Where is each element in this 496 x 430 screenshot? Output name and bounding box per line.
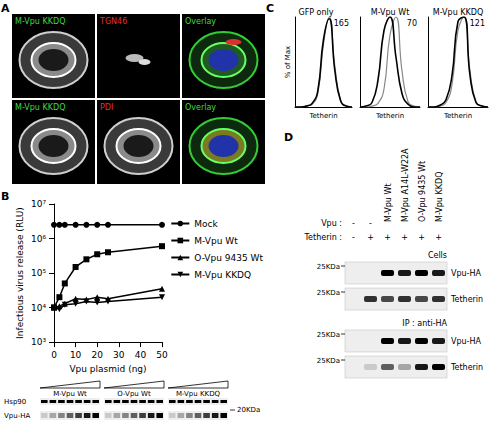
svg-text:IP : anti-HA: IP : anti-HA xyxy=(402,319,447,328)
svg-text:O-Vpu 9435 Wt: O-Vpu 9435 Wt xyxy=(418,161,427,222)
svg-text:10⁴: 10⁴ xyxy=(31,303,46,313)
svg-text:40: 40 xyxy=(135,350,147,360)
svg-text:Mock: Mock xyxy=(194,219,218,229)
svg-text:Vpu plasmid (ng): Vpu plasmid (ng) xyxy=(69,364,146,374)
svg-text:D: D xyxy=(284,131,293,144)
svg-text:A: A xyxy=(1,2,10,15)
svg-text:Tetherin: Tetherin xyxy=(450,363,483,372)
svg-text:10⁶: 10⁶ xyxy=(31,234,46,244)
svg-text:Tetherin: Tetherin xyxy=(450,295,483,304)
svg-text:B: B xyxy=(1,190,9,203)
svg-text:Tetherin: Tetherin xyxy=(308,112,337,120)
svg-text:Tetherin :: Tetherin : xyxy=(304,233,342,242)
svg-text:25KDa: 25KDa xyxy=(317,289,340,297)
svg-text:M-Vpu KKDQ: M-Vpu KKDQ xyxy=(15,103,65,112)
svg-text:TGN46: TGN46 xyxy=(99,17,127,26)
svg-text:10: 10 xyxy=(70,350,82,360)
svg-text:+: + xyxy=(384,233,391,242)
svg-text:+: + xyxy=(435,233,442,242)
svg-text:Vpu-HA: Vpu-HA xyxy=(4,412,30,420)
svg-text:10⁷: 10⁷ xyxy=(31,199,46,209)
svg-text:+: + xyxy=(401,233,408,242)
svg-text:% of Max: % of Max xyxy=(284,46,292,78)
svg-text:M-Vpu KKDQ: M-Vpu KKDQ xyxy=(176,390,221,398)
svg-text:Hsp90: Hsp90 xyxy=(4,398,26,406)
svg-text:25KDa: 25KDa xyxy=(317,357,340,365)
svg-text:50: 50 xyxy=(156,350,168,360)
svg-text:PDI: PDI xyxy=(100,103,113,112)
svg-text:Vpu-HA: Vpu-HA xyxy=(451,269,482,278)
svg-text:Vpu-HA: Vpu-HA xyxy=(451,337,482,346)
svg-text:0: 0 xyxy=(51,350,57,360)
svg-text:Infectious virus release (RLU): Infectious virus release (RLU) xyxy=(15,207,25,339)
svg-text:M-Vpu KKDQ: M-Vpu KKDQ xyxy=(15,17,65,26)
svg-text:-: - xyxy=(352,219,355,228)
svg-text:165: 165 xyxy=(334,19,349,28)
svg-text:20KDa: 20KDa xyxy=(237,406,260,414)
svg-text:M-Vpu KKDQ: M-Vpu KKDQ xyxy=(433,8,483,17)
svg-text:M-Vpu KKDQ: M-Vpu KKDQ xyxy=(435,172,444,222)
svg-text:+: + xyxy=(418,233,425,242)
svg-text:O-Vpu 9435 Wt: O-Vpu 9435 Wt xyxy=(194,253,263,263)
svg-text:121: 121 xyxy=(470,19,485,28)
svg-text:25KDa: 25KDa xyxy=(317,331,340,339)
svg-text:-: - xyxy=(352,233,355,242)
svg-text:25KDa: 25KDa xyxy=(317,263,340,271)
svg-text:M-Vpu Wt: M-Vpu Wt xyxy=(53,390,87,398)
svg-text:Cells: Cells xyxy=(428,251,447,260)
svg-text:Vpu :: Vpu : xyxy=(321,219,342,228)
svg-text:Tetherin: Tetherin xyxy=(375,112,404,120)
svg-text:M-Vpu Wt: M-Vpu Wt xyxy=(194,236,238,246)
svg-text:+: + xyxy=(367,233,374,242)
svg-text:C: C xyxy=(266,2,274,15)
svg-text:Tetherin: Tetherin xyxy=(443,112,472,120)
svg-text:30: 30 xyxy=(113,350,125,360)
svg-text:M-Vpu Wt: M-Vpu Wt xyxy=(371,8,410,17)
svg-text:10³: 10³ xyxy=(31,337,46,347)
svg-text:M-Vpu KKDQ: M-Vpu KKDQ xyxy=(194,270,251,280)
svg-text:M-Vpu Wt: M-Vpu Wt xyxy=(384,183,393,222)
svg-text:Overlay: Overlay xyxy=(185,103,216,112)
svg-text:-: - xyxy=(369,219,372,228)
svg-text:70: 70 xyxy=(407,19,417,28)
svg-text:20: 20 xyxy=(91,350,103,360)
svg-text:O-Vpu Wt: O-Vpu Wt xyxy=(117,390,151,398)
svg-text:Overlay: Overlay xyxy=(185,17,216,26)
svg-text:M-Vpu A14L-W22A: M-Vpu A14L-W22A xyxy=(401,148,410,222)
svg-text:GFP only: GFP only xyxy=(298,8,333,17)
svg-text:10⁵: 10⁵ xyxy=(31,268,46,278)
